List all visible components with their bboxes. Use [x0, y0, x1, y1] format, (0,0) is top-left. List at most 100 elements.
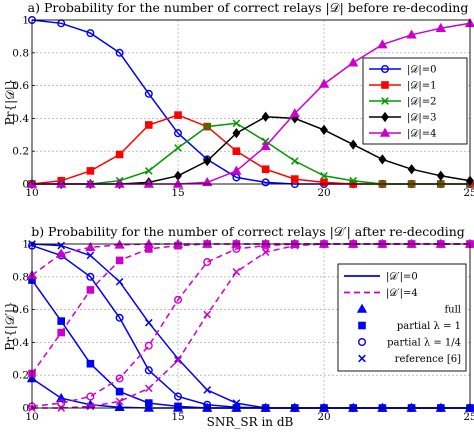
- panel-b-legend-marker: [356, 303, 368, 313]
- panel-b-data-point: [115, 256, 124, 265]
- panel-b-data-point: [232, 399, 241, 407]
- panel-b-legend-label: partial λ = 1/4: [387, 338, 461, 349]
- panel-b-data-point: [57, 328, 66, 337]
- panel-b-data-point: [174, 356, 182, 365]
- panel-a-data-point: [378, 154, 387, 165]
- panel-b-data-point: [145, 399, 153, 407]
- panel-b-x-tick-label: 15: [171, 411, 184, 423]
- panel-a-title: a) Probability for the number of correct…: [28, 0, 469, 15]
- panel-b-data-point: [86, 251, 95, 260]
- panel-b-data-point: [57, 399, 66, 408]
- panel-b-data-point: [85, 241, 96, 252]
- panel-a-x-tick-label: 10: [25, 187, 38, 199]
- panel-a-legend-marker: [381, 97, 389, 105]
- panel-a-y-tick-label: 0.8: [12, 47, 29, 59]
- panel-a-data-point: [261, 178, 270, 187]
- panel-b-data-point: [115, 277, 124, 286]
- panel-b-data-point: [115, 313, 124, 322]
- panel-a-data-point: [172, 178, 184, 188]
- panel-a-data-point: [349, 176, 358, 185]
- panel-a-data-point: [436, 170, 445, 181]
- panel-a-y-tick-label: 0.4: [12, 113, 29, 125]
- panel-b-data-point: [115, 397, 124, 406]
- panel-b-y-tick-label: 0: [22, 403, 29, 415]
- panel-a-data-point: [143, 178, 154, 188]
- panel-a-x-tick-label: 15: [171, 187, 184, 199]
- panel-b-data-point: [57, 241, 66, 250]
- panel-b-data-point: [261, 241, 270, 250]
- panel-b-data-point: [56, 248, 67, 258]
- panel-a-data-point: [377, 39, 388, 49]
- panel-a-ylabel: Pr{|𝒟|}: [3, 79, 17, 126]
- panel-b-y-tick-label: 0.4: [12, 337, 29, 349]
- panel-b-series-line: [31, 377, 470, 409]
- panel-a-data-point: [56, 178, 67, 188]
- panel-b-data-point: [173, 392, 182, 401]
- panel-a-legend-label: |𝒟|=0: [407, 65, 436, 76]
- panel-b-data-point: [144, 341, 153, 350]
- panel-b-data-point: [232, 268, 241, 276]
- panel-b-y-tick-label: 1: [22, 239, 29, 251]
- panel-a-data-point: [173, 129, 182, 138]
- panel-a-data-point: [232, 147, 241, 155]
- panel-b-data-point: [144, 318, 153, 327]
- panel-b-title: b) Probability for the number of correct…: [31, 224, 465, 239]
- panel-a-data-point: [348, 57, 359, 67]
- panel-a-data-point: [318, 78, 330, 88]
- panel-a-data-point: [289, 108, 300, 118]
- panel-a-legend-label: |𝒟|=3: [407, 113, 436, 124]
- panel-a-data-point: [261, 111, 270, 122]
- panel-a-data-point: [174, 144, 182, 152]
- panel-b-data-point: [144, 384, 153, 393]
- panel-b-plot-frame: [31, 243, 471, 409]
- panel-a-legend-marker: [381, 111, 389, 123]
- panel-a: a) Probability for the number of correct…: [3, 0, 474, 199]
- panel-a-data-point: [261, 165, 270, 174]
- panel-b-data-point: [86, 359, 95, 368]
- panel-b-data-point: [114, 401, 125, 411]
- panel-a-data-point: [320, 124, 328, 136]
- panel-b-legend-label: |𝒟′|=4: [386, 288, 418, 299]
- panel-b-legend-label: reference [6]: [395, 354, 461, 365]
- panel-a-legend-label: |𝒟|=4: [407, 129, 436, 140]
- panel-b-data-point: [232, 244, 241, 253]
- panel-a-data-point: [232, 119, 241, 128]
- panel-a-y-tick-label: 1: [22, 15, 29, 27]
- panel-b-legend-marker: [358, 354, 366, 363]
- panel-b-y-tick-label: 0.8: [12, 271, 29, 283]
- panel-a-x-tick-label: 20: [317, 187, 330, 199]
- panel-b-data-point: [56, 392, 67, 402]
- panel-a-legend-label: |𝒟|=1: [407, 81, 436, 92]
- panel-b-x-tick-label: 10: [25, 411, 38, 423]
- panel-a-data-point: [349, 139, 358, 150]
- panel-a-data-point: [291, 175, 299, 183]
- panel-a-y-tick-label: 0.2: [12, 146, 29, 158]
- panel-a-data-point: [174, 111, 182, 119]
- panel-a-data-point: [115, 150, 124, 159]
- panel-b-legend-marker: [358, 338, 367, 347]
- panel-a-data-point: [145, 121, 153, 129]
- panel-b-data-point: [143, 402, 154, 412]
- panel-b-y-tick-label: 0.6: [12, 304, 29, 316]
- panel-a-data-point: [144, 167, 153, 175]
- panel-a-legend-marker: [381, 81, 389, 89]
- panel-b-data-point: [174, 402, 182, 411]
- panel-b-x-tick-label: 25: [463, 411, 474, 423]
- panel-a-data-point: [203, 155, 212, 167]
- panel-b-data-point: [86, 402, 95, 411]
- panel-b-xlabel: SNR_SR in dB: [207, 415, 294, 429]
- panel-b-ylabel: Pr{|𝒟′|}: [3, 301, 17, 350]
- panel-b: b) Probability for the number of correct…: [3, 224, 474, 429]
- panel-b-data-point: [290, 241, 299, 250]
- panel-a-data-point: [260, 140, 271, 151]
- panel-a-data-point: [144, 89, 153, 98]
- panel-a-data-point: [114, 178, 125, 188]
- panel-b-legend-label: |𝒟′|=0: [386, 272, 418, 283]
- panel-b-data-point: [173, 295, 182, 304]
- panel-a-y-tick-label: 0.6: [12, 80, 29, 92]
- panel-a-data-point: [86, 167, 95, 175]
- panel-a-data-point: [435, 22, 446, 32]
- panel-b-data-point: [261, 248, 270, 257]
- panel-a-legend-marker: [381, 64, 390, 73]
